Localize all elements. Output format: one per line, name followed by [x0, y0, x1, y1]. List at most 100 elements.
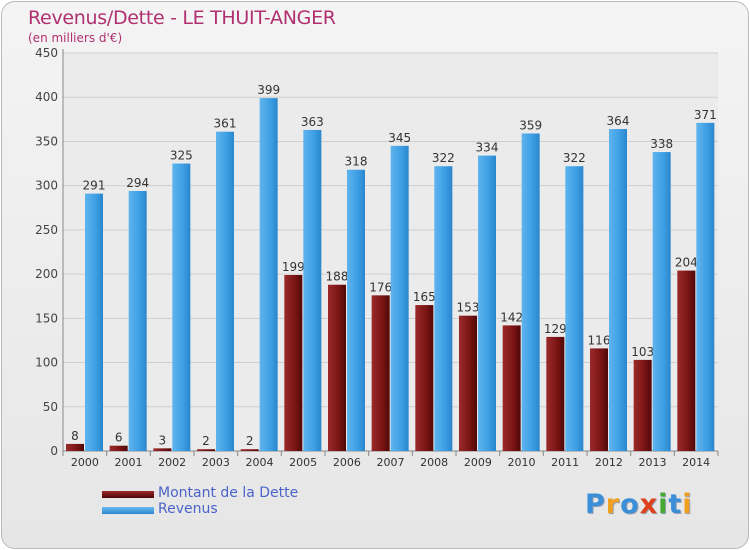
chart-subtitle: (en milliers d'€) — [28, 31, 123, 45]
bar-dette — [109, 445, 128, 451]
x-tick-label: 2000 — [71, 456, 99, 469]
x-tick-label: 2006 — [333, 456, 361, 469]
data-label-revenus: 364 — [607, 114, 630, 128]
y-tick-label: 200 — [35, 267, 58, 281]
x-tick-label: 2002 — [158, 456, 186, 469]
bar-dette — [590, 348, 608, 451]
bar-revenus — [128, 190, 147, 451]
data-label-revenus: 322 — [563, 151, 586, 165]
legend-swatch-revenus — [102, 507, 154, 514]
bar-revenus — [172, 163, 191, 452]
data-label-dette: 6 — [115, 431, 123, 445]
y-tick-label: 100 — [35, 356, 58, 370]
data-label-dette: 2 — [202, 434, 210, 448]
x-tick-label: 2008 — [420, 456, 448, 469]
logo-letter: i — [682, 489, 693, 520]
data-label-dette: 176 — [369, 280, 392, 294]
bar-revenus — [696, 122, 715, 452]
x-tick-label: 2003 — [202, 456, 230, 469]
x-tick-label: 2001 — [115, 456, 143, 469]
bar-revenus — [216, 131, 234, 451]
bar-revenus — [521, 133, 540, 452]
x-tick-label: 2011 — [551, 456, 579, 469]
data-label-dette: 116 — [588, 333, 611, 347]
logo-letter: r — [605, 489, 621, 520]
bar-dette — [66, 443, 84, 451]
bar-dette — [371, 295, 390, 451]
y-tick-label: 300 — [35, 179, 58, 193]
bar-dette — [502, 325, 521, 451]
data-label-dette: 153 — [457, 301, 480, 315]
data-label-dette: 188 — [326, 270, 349, 284]
proxiti-logo: Proxiti — [585, 489, 693, 520]
data-label-revenus: 371 — [694, 108, 717, 122]
data-label-revenus: 334 — [476, 141, 499, 155]
x-tick-label: 2010 — [508, 456, 536, 469]
x-tick-label: 2005 — [289, 456, 317, 469]
logo-letter: t — [668, 489, 683, 520]
bar-dette — [284, 274, 303, 451]
data-label-revenus: 291 — [83, 179, 106, 193]
x-tick-label: 2007 — [377, 456, 405, 469]
bar-dette — [240, 449, 259, 451]
x-tick-label: 2012 — [595, 456, 623, 469]
data-label-revenus: 363 — [301, 115, 324, 129]
data-label-dette: 3 — [159, 433, 167, 447]
logo-letter: x — [639, 489, 659, 520]
data-label-revenus: 318 — [345, 155, 368, 169]
data-label-revenus: 322 — [432, 151, 455, 165]
bar-revenus — [85, 193, 103, 452]
y-tick-label: 0 — [50, 444, 58, 458]
data-label-dette: 8 — [71, 429, 79, 443]
data-label-revenus: 359 — [519, 118, 542, 132]
data-label-revenus: 345 — [388, 131, 411, 145]
data-label-revenus: 399 — [257, 83, 280, 97]
data-label-dette: 129 — [544, 322, 567, 336]
bar-revenus — [259, 98, 278, 452]
data-label-revenus: 361 — [214, 117, 237, 131]
x-tick-label: 2013 — [639, 456, 667, 469]
bar-dette — [459, 315, 477, 451]
bar-revenus — [434, 166, 453, 451]
data-label-dette: 165 — [413, 290, 436, 304]
x-tick-label: 2009 — [464, 456, 492, 469]
bar-dette — [633, 359, 652, 451]
bar-revenus — [390, 145, 409, 451]
legend-label-revenus: Revenus — [158, 501, 218, 517]
data-label-revenus: 325 — [170, 149, 193, 163]
data-label-dette: 204 — [675, 256, 698, 270]
bar-dette — [328, 284, 346, 451]
bar-revenus — [303, 129, 322, 451]
legend-swatch-dette — [102, 491, 154, 498]
y-tick-label: 450 — [35, 46, 58, 60]
data-label-dette: 199 — [282, 260, 305, 274]
logo-letter: o — [620, 489, 640, 520]
bar-dette — [153, 448, 172, 451]
bar-revenus — [609, 129, 627, 451]
y-tick-label: 150 — [35, 311, 58, 325]
y-tick-label: 250 — [35, 223, 58, 237]
chart-title: Revenus/Dette - LE THUIT-ANGER — [28, 7, 336, 29]
y-tick-label: 50 — [43, 400, 58, 414]
bar-dette — [546, 336, 565, 451]
data-label-dette: 142 — [500, 310, 523, 324]
logo-letter: P — [585, 489, 606, 520]
y-tick-label: 400 — [35, 90, 58, 104]
y-tick-label: 350 — [35, 134, 58, 148]
x-tick-label: 2004 — [246, 456, 274, 469]
bar-revenus — [565, 166, 584, 451]
x-tick-label: 2014 — [682, 456, 710, 469]
bar-dette — [415, 305, 434, 451]
data-label-revenus: 294 — [126, 176, 149, 190]
plot-area — [63, 53, 718, 451]
logo-letter: i — [658, 489, 669, 520]
bar-dette — [677, 270, 696, 451]
data-label-dette: 2 — [246, 434, 254, 448]
bar-revenus — [478, 155, 496, 451]
bar-revenus — [652, 152, 671, 451]
data-label-revenus: 338 — [650, 137, 673, 151]
bar-dette — [197, 449, 215, 451]
bar-revenus — [347, 169, 365, 451]
